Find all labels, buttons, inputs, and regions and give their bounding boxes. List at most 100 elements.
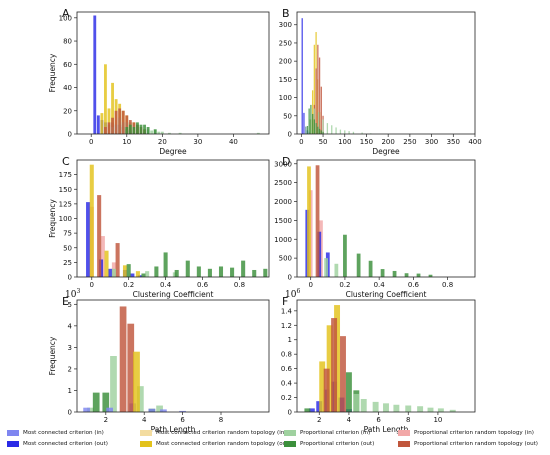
bar — [361, 132, 363, 134]
bar — [316, 401, 323, 412]
bar — [93, 15, 97, 135]
x-tick-label: 20 — [158, 138, 167, 146]
bar — [130, 273, 135, 277]
plot-frame — [296, 11, 476, 135]
x-axis-label: Degree — [372, 147, 400, 156]
plot-frame — [296, 299, 476, 413]
legend-label: Proportional criterion (in) — [300, 430, 371, 436]
series-propr_out — [119, 306, 135, 412]
bar — [110, 356, 117, 412]
bar — [104, 250, 109, 277]
bar — [353, 393, 360, 412]
plot-frame — [76, 11, 270, 135]
x-tick-label: 8 — [219, 416, 223, 424]
series-prop_in — [87, 356, 163, 412]
bar — [343, 234, 347, 277]
bar — [331, 318, 338, 412]
y-tick-label: 100 — [59, 14, 72, 22]
bar — [126, 264, 131, 277]
y-tick-label: 3 — [68, 344, 72, 352]
y-tick-label: 1.2 — [281, 322, 292, 330]
x-axis-label: Degree — [159, 147, 187, 156]
y-tick-label: 100 — [279, 94, 292, 102]
bar — [345, 372, 352, 412]
legend-item: Most connected criterion random topology… — [140, 441, 291, 447]
bar — [348, 131, 350, 134]
bar — [119, 306, 127, 412]
bar — [323, 368, 330, 412]
bar — [340, 336, 346, 412]
y-tick-label: 0 — [68, 131, 72, 139]
bar — [449, 409, 456, 412]
bar — [100, 236, 105, 277]
bar — [252, 269, 257, 277]
bar — [106, 407, 113, 412]
panel-letter: A — [62, 7, 70, 20]
y-tick-label: 5 — [68, 301, 72, 309]
bar — [150, 130, 154, 134]
y-tick-label: 0.6 — [281, 365, 293, 373]
bar — [315, 123, 317, 134]
bar — [317, 126, 319, 134]
y-tick-label: 0 — [68, 274, 72, 282]
bar — [393, 404, 400, 412]
bar — [179, 410, 186, 412]
bar — [372, 401, 379, 412]
x-tick-label: 0.2 — [339, 281, 350, 289]
panel-c: 0 0.2 0.4 0.6 0.8 0 25 50 75 100 125 150 175 Clusteri… — [48, 155, 270, 299]
x-tick-label: 0.8 — [442, 281, 453, 289]
bar — [307, 166, 311, 277]
bar — [148, 408, 156, 412]
bar — [157, 131, 161, 134]
y-tick-label: 100 — [59, 215, 72, 223]
bar — [111, 117, 114, 134]
bar — [127, 323, 135, 412]
x-tick-label: 0.6 — [408, 281, 420, 289]
y-tick-label: 2000 — [274, 198, 292, 206]
bar — [241, 260, 246, 277]
legend-swatch — [284, 441, 296, 447]
y-tick-label: 3000 — [274, 160, 292, 168]
y-tick-label: 20 — [63, 107, 72, 115]
x-tick-label: 50 — [319, 138, 328, 146]
series-prop_out — [306, 104, 324, 134]
bar — [416, 273, 421, 277]
bar — [92, 392, 100, 412]
panel-d: 0 0.2 0.4 0.6 0.8 0 500 1000 1500 2000 2500 3000 Clu… — [274, 155, 476, 299]
y-tick-label: 25 — [63, 259, 72, 267]
y-tick-label: 200 — [279, 58, 292, 66]
bar — [303, 112, 305, 134]
bar — [133, 351, 140, 412]
bar — [156, 405, 163, 412]
bar — [301, 18, 303, 134]
x-axis-label: Clustering Coefficient — [346, 290, 427, 299]
panel-letter: C — [62, 155, 70, 168]
bar — [121, 110, 125, 134]
panel-a: 0 10 20 30 40 0 20 40 60 80 100 Degree Frequency A — [48, 7, 270, 156]
y-axis-label: Frequency — [48, 336, 57, 375]
series-mcr_out — [133, 351, 140, 412]
x-tick-label: 4 — [347, 416, 352, 424]
y-tick-label: 500 — [279, 255, 292, 263]
y-tick-label: 1.4 — [281, 307, 293, 315]
legend-item: Proportional criterion random topology (… — [398, 441, 538, 447]
bar — [160, 409, 167, 412]
y-tick-label: 2500 — [274, 179, 292, 187]
bar — [146, 127, 150, 134]
legend-swatch — [284, 430, 296, 436]
y-tick-label: 0.8 — [281, 351, 292, 359]
bar — [315, 68, 317, 134]
legend-swatch — [7, 430, 19, 436]
bar — [104, 127, 107, 134]
x-tick-label: 300 — [425, 138, 438, 146]
y-tick-label: 1 — [288, 336, 292, 344]
bar — [96, 115, 100, 134]
bar — [154, 266, 159, 277]
y-tick-label: 80 — [63, 38, 72, 46]
bar — [428, 274, 433, 277]
bar — [427, 407, 434, 412]
y-tick-label: 300 — [279, 21, 292, 29]
bar — [310, 104, 312, 134]
